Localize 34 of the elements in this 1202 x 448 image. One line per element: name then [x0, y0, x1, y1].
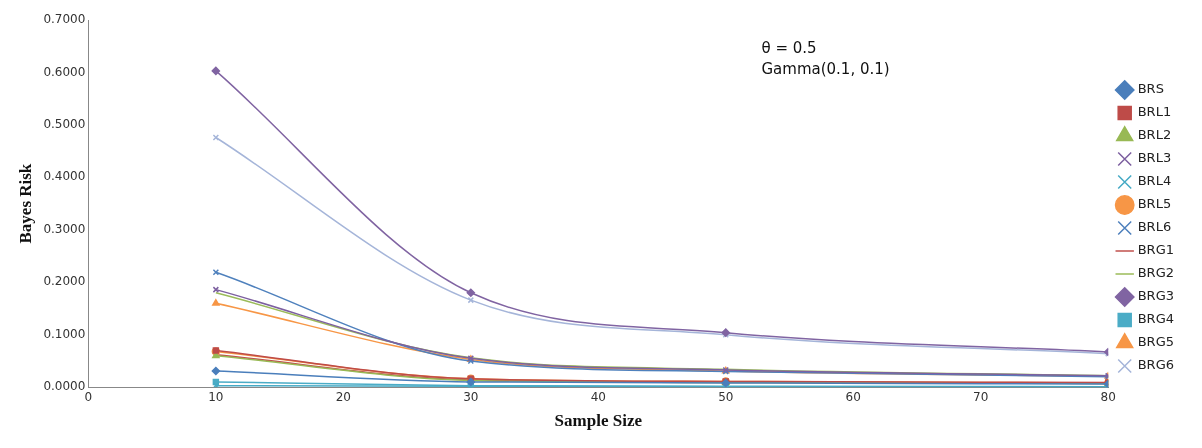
y-axis-title: Bayes Risk [15, 163, 35, 244]
legend-label: BRS [1137, 81, 1164, 97]
legend-label: BRL1 [1137, 104, 1172, 120]
annotation: θ = 0.5 [761, 39, 817, 58]
legend-label: BRL6 [1137, 219, 1172, 235]
x-tick-label: 30 [463, 389, 479, 404]
x-tick-label: 50 [718, 389, 734, 404]
legend-label: BRG4 [1137, 311, 1174, 327]
legend-label: BRG3 [1137, 288, 1174, 304]
legend-label: BRG6 [1137, 357, 1174, 373]
x-tick-label: 40 [590, 389, 606, 404]
legend-label: BRG2 [1137, 265, 1174, 281]
annotation: Gamma(0.1, 0.1) [761, 60, 890, 79]
x-tick-label: 80 [1100, 389, 1116, 404]
y-tick-label: 0.7000 [43, 12, 86, 27]
x-tick-label: 10 [208, 389, 224, 404]
x-tick-label: 20 [335, 389, 351, 404]
x-axis-title: Sample Size [554, 411, 643, 431]
y-tick-label: 0.6000 [43, 64, 86, 79]
y-tick-label: 0.0000 [43, 379, 86, 394]
x-tick-label: 60 [845, 389, 861, 404]
y-tick-label: 0.4000 [43, 169, 86, 184]
x-tick-label: 0 [84, 389, 93, 404]
y-tick-label: 0.3000 [43, 221, 86, 236]
legend-label: BRG5 [1137, 334, 1174, 350]
y-tick-label: 0.2000 [43, 274, 86, 289]
x-tick-label: 70 [973, 389, 989, 404]
legend-label: BRL5 [1137, 196, 1172, 212]
legend-label: BRL4 [1137, 173, 1172, 189]
y-tick-label: 0.1000 [43, 326, 86, 341]
y-tick-label: 0.5000 [43, 117, 86, 132]
legend-label: BRL3 [1137, 150, 1172, 166]
legend-label: BRG1 [1137, 242, 1174, 258]
legend-label: BRL2 [1137, 127, 1172, 143]
